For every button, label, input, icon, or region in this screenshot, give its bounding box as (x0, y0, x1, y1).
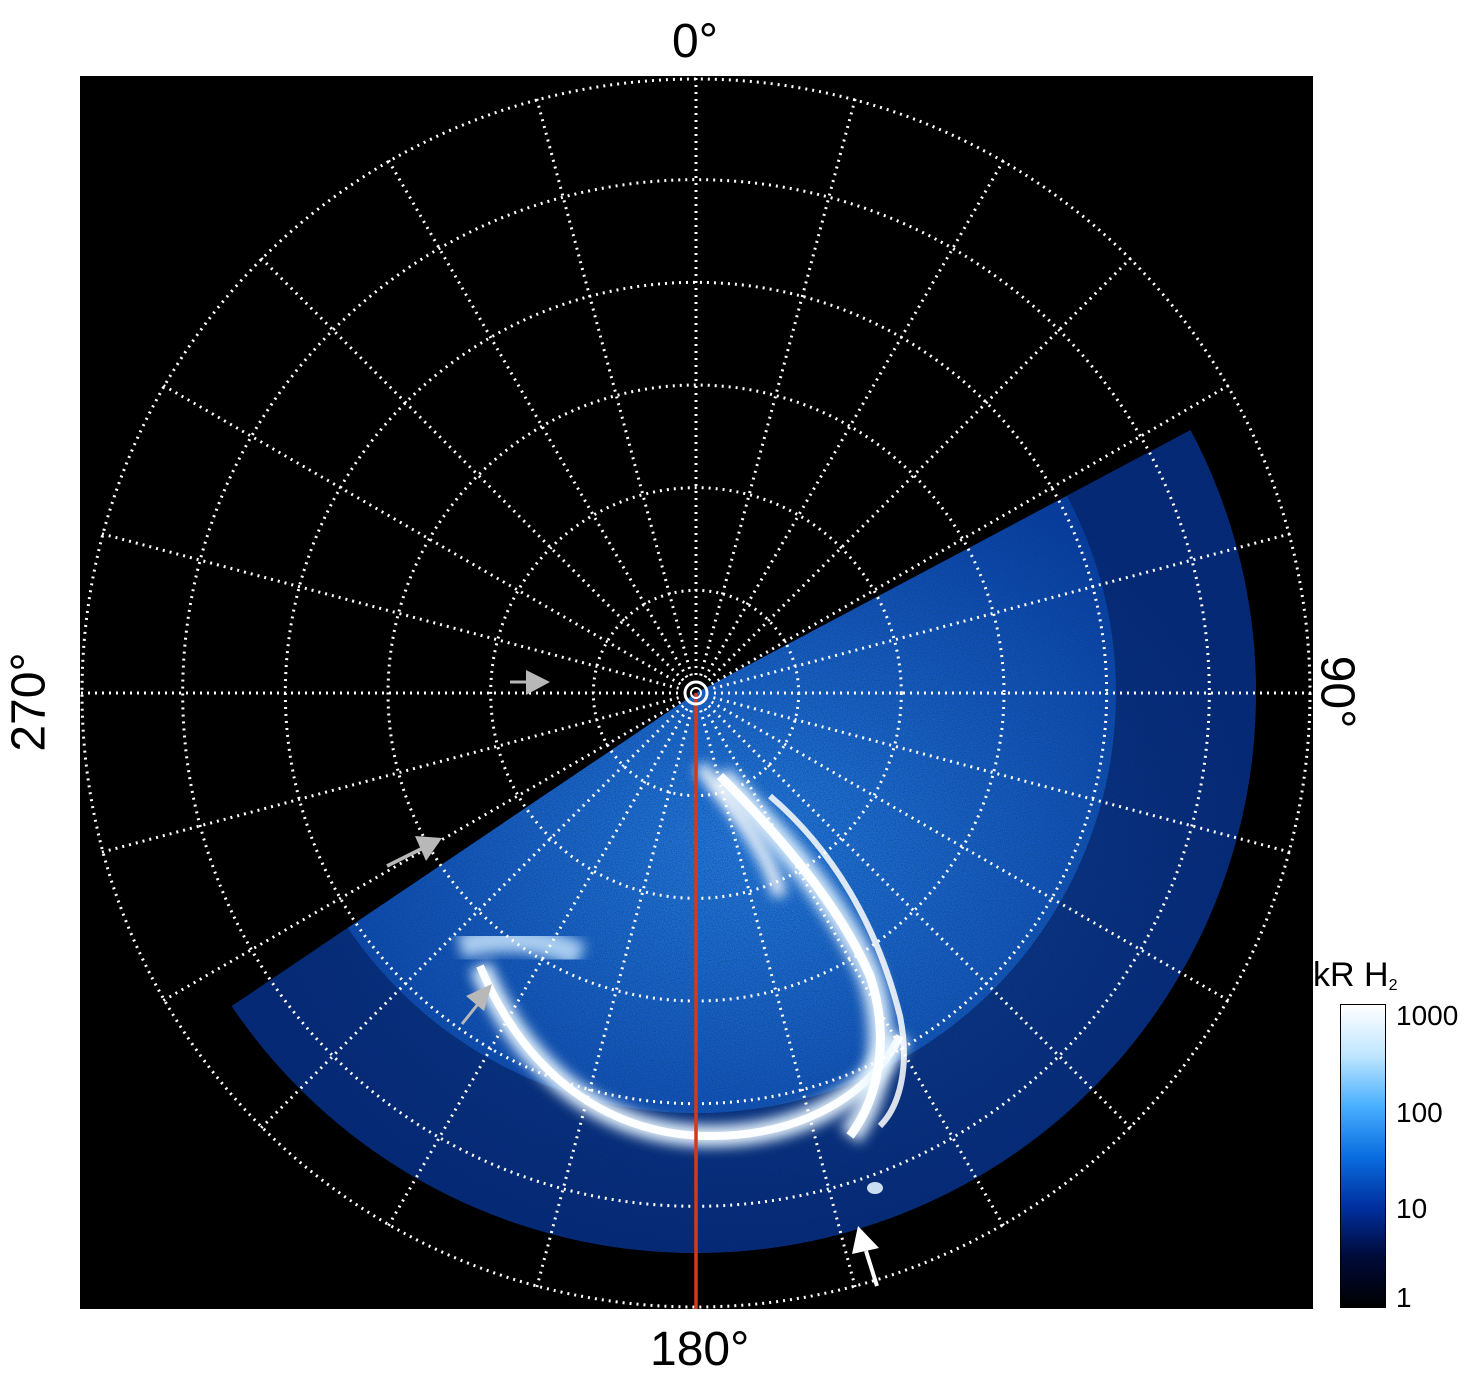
meridian-line (699, 97, 857, 677)
meridian-line (710, 700, 1231, 1003)
gray-arrow-upper (510, 670, 550, 695)
pole-marker (683, 680, 709, 706)
meridian-line (535, 709, 693, 1289)
meridian-line (710, 383, 1231, 686)
meridian-line (699, 709, 857, 1289)
meridian-line (100, 696, 680, 854)
longitude-label-270: 270° (2, 652, 56, 752)
colorbar-tick-10: 10 (1396, 1193, 1428, 1224)
meridian-line (707, 704, 1133, 1130)
meridian-line (386, 707, 689, 1228)
colorbar-tick-1000: 1000 (1396, 1000, 1459, 1031)
meridian-line (712, 532, 1292, 690)
colorbar-unit-label: kR H2 (1313, 956, 1397, 995)
meridian-line (161, 383, 682, 686)
colorbar-unit: kR H (1313, 956, 1389, 994)
colorbar (1340, 1004, 1386, 1308)
longitude-label-90: 90° (1310, 655, 1364, 729)
meridian-line (703, 158, 1006, 679)
meridian-line (712, 696, 1292, 854)
meridian-line (535, 97, 693, 677)
longitude-label-180: 180° (650, 1323, 750, 1376)
meridian-line (259, 256, 685, 682)
meridian-line (707, 256, 1133, 682)
polar-projection-svg (80, 77, 1312, 1309)
gray-arrow-middle (386, 836, 442, 868)
colorbar-tick-1: 1 (1396, 1282, 1412, 1313)
auroral-spot (867, 1182, 883, 1194)
colorbar-tick-100: 100 (1396, 1097, 1443, 1128)
gray-arrow-lower (460, 984, 492, 1025)
meridian-line (259, 704, 685, 1130)
white-arrow-bottom (852, 1226, 879, 1287)
meridian-line (161, 700, 682, 1003)
meridian-line (100, 532, 680, 690)
auroral-image-panel (80, 76, 1313, 1309)
lat-lon-grid (80, 77, 1312, 1309)
meridian-line (703, 707, 1006, 1228)
meridian-line (386, 158, 689, 679)
longitude-label-0: 0° (672, 15, 718, 68)
colorbar-unit-subscript: 2 (1388, 977, 1398, 994)
